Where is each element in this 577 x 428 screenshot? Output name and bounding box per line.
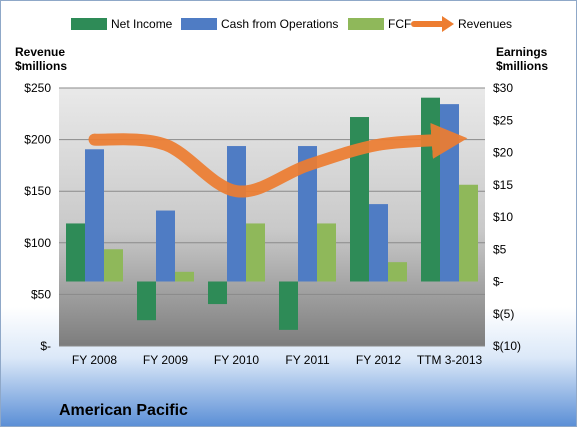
bar bbox=[279, 281, 298, 330]
bar bbox=[227, 146, 246, 282]
legend-swatch bbox=[348, 18, 384, 30]
x-tick-label: FY 2008 bbox=[72, 353, 117, 367]
legend-label: FCF bbox=[388, 17, 411, 31]
bar bbox=[459, 184, 478, 282]
bar bbox=[156, 210, 175, 282]
legend-arrow-icon bbox=[442, 16, 454, 32]
x-tick-label: FY 2012 bbox=[356, 353, 401, 367]
y-tick-label: $50 bbox=[31, 287, 51, 301]
legend-label: Revenues bbox=[458, 17, 512, 31]
bar bbox=[137, 281, 156, 321]
y-tick-label: $200 bbox=[24, 133, 51, 147]
y-right-axis-title: $millions bbox=[496, 59, 548, 73]
y-right-tick-label: $10 bbox=[493, 210, 513, 224]
bar bbox=[369, 204, 388, 282]
y-right-tick-label: $20 bbox=[493, 146, 513, 160]
legend-label: Net Income bbox=[111, 17, 173, 31]
x-tick-label: FY 2011 bbox=[285, 353, 330, 367]
bar bbox=[421, 97, 440, 282]
y-right-tick-label: $(10) bbox=[493, 339, 521, 353]
y-right-tick-label: $15 bbox=[493, 178, 513, 192]
bar bbox=[388, 262, 407, 282]
bar bbox=[298, 146, 317, 282]
revenue-line bbox=[88, 122, 468, 198]
y-tick-label: $150 bbox=[24, 184, 51, 198]
bar bbox=[85, 149, 104, 282]
y-axis-title: $millions bbox=[15, 59, 67, 73]
axes: $- $50 $100 $150 $200 $250 $(10) $(5) $- $5 $10 $15… bbox=[15, 45, 548, 367]
legend-swatch bbox=[181, 18, 217, 30]
x-tick-label: FY 2009 bbox=[143, 353, 188, 367]
bar bbox=[246, 223, 265, 282]
y-right-tick-label: $25 bbox=[493, 113, 513, 127]
y-axis-title: Revenue bbox=[15, 45, 65, 59]
revenue-series-line bbox=[88, 122, 468, 198]
y-tick-label: $- bbox=[40, 339, 51, 353]
bar bbox=[440, 104, 459, 282]
x-tick-label: TTM 3-2013 bbox=[417, 353, 483, 367]
bar bbox=[104, 249, 123, 282]
y-tick-label: $100 bbox=[24, 236, 51, 250]
y-tick-label: $250 bbox=[24, 81, 51, 95]
y-right-axis-title: Earnings bbox=[496, 45, 548, 59]
y-right-tick-label: $- bbox=[493, 275, 504, 289]
y-right-tick-label: $5 bbox=[493, 242, 507, 256]
bar bbox=[66, 223, 85, 282]
y-right-tick-label: $30 bbox=[493, 81, 513, 95]
gridlines bbox=[59, 87, 485, 347]
plot-area bbox=[59, 88, 485, 346]
legend: Net Income Cash from Operations FCF Revenue… bbox=[71, 16, 512, 32]
bar bbox=[175, 271, 194, 282]
x-tick-label: FY 2010 bbox=[214, 353, 259, 367]
bar bbox=[208, 281, 227, 305]
legend-swatch bbox=[71, 18, 107, 30]
bar bbox=[350, 117, 369, 282]
legend-label: Cash from Operations bbox=[221, 17, 338, 31]
y-right-tick-label: $(5) bbox=[493, 307, 514, 321]
chart-title: American Pacific bbox=[59, 402, 188, 419]
bar bbox=[317, 223, 336, 282]
